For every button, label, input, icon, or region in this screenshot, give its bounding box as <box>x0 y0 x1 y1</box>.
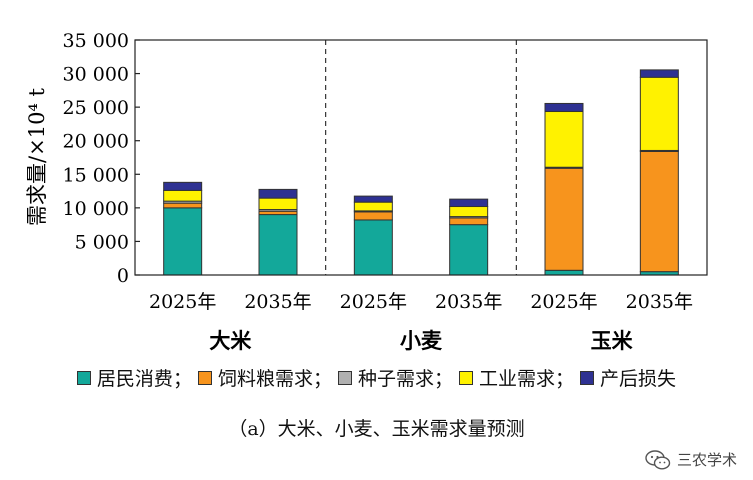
legend-separator: ； <box>172 368 192 390</box>
plot-frame <box>134 39 708 276</box>
legend-swatch <box>580 370 595 385</box>
bar-segment <box>353 201 393 212</box>
x-tick-label: 2025年 <box>340 291 407 313</box>
bar-segment <box>639 150 679 273</box>
legend-label: 种子需求 <box>357 368 434 390</box>
bar-segment <box>353 219 393 276</box>
bar-segment <box>544 102 584 113</box>
watermark-text: 三农学术 <box>676 451 737 469</box>
bar-segment <box>163 189 203 202</box>
bar-segment <box>449 217 489 226</box>
legend-item: 产后损失 <box>580 364 676 391</box>
group-label: 玉米 <box>591 328 634 353</box>
x-axis-labels: 2025年 2035年 2025年 2035年 2025年 2035年 <box>149 291 693 313</box>
bar-segment <box>449 224 489 276</box>
bar-segment <box>258 188 298 199</box>
legend-separator: ； <box>312 368 332 390</box>
bar-segment <box>544 269 584 276</box>
bar-segment <box>353 211 393 221</box>
y-axis-ticks: 0 5 000 10 000 15 000 20 000 25 000 30 000 35 0… <box>63 30 140 287</box>
y-tick-label: 5 000 <box>75 231 129 253</box>
legend-item: 居民消费； <box>76 364 198 391</box>
y-tick-label: 20 000 <box>63 131 129 153</box>
group-label: 小麦 <box>400 328 443 353</box>
wechat-icon <box>645 449 671 470</box>
bar-segment <box>258 197 298 211</box>
y-tick-label: 15 000 <box>63 164 129 186</box>
bar-segment <box>544 167 584 271</box>
y-tick-label: 25 000 <box>63 97 129 119</box>
bar-segment <box>353 195 393 203</box>
legend-swatch <box>197 370 212 385</box>
figure-caption: （a）大米、小麦、玉米需求量预测 <box>228 418 525 440</box>
y-tick-label: 0 <box>117 265 129 287</box>
legend-swatch <box>76 370 91 385</box>
legend-item: 饲料粮需求； <box>197 364 338 391</box>
bar-segment <box>639 69 679 78</box>
bar-segment <box>639 76 679 151</box>
legend-swatch <box>337 370 352 385</box>
x-tick-label: 2025年 <box>149 291 216 313</box>
y-tick-label: 30 000 <box>63 64 129 86</box>
bar-segment <box>544 111 584 168</box>
bar-segment <box>449 206 489 218</box>
legend-label: 居民消费 <box>96 368 173 390</box>
chart: 0 5 000 10 000 15 000 20 000 25 000 30 000 35 0… <box>25 30 708 353</box>
group-labels: 大米 小麦 玉米 <box>209 328 633 353</box>
legend-item: 工业需求； <box>459 364 580 391</box>
y-axis-label: 需求量/×10⁴ t <box>25 87 49 225</box>
bar-segment <box>163 207 203 276</box>
watermark: 三农学术 <box>645 449 737 470</box>
bar-segment <box>163 181 203 191</box>
legend-separator: ； <box>555 368 575 390</box>
x-tick-label: 2025年 <box>530 291 597 313</box>
legend-item: 种子需求； <box>337 364 459 391</box>
legend-label: 工业需求 <box>479 368 556 390</box>
legend-label: 饲料粮需求 <box>217 368 313 390</box>
bar-segment <box>449 198 489 208</box>
legend: 居民消费；饲料粮需求；种子需求；工业需求；产后损失 <box>0 364 753 391</box>
x-tick-label: 2035年 <box>435 291 502 313</box>
bar-segment <box>258 214 298 276</box>
y-tick-label: 10 000 <box>63 198 129 220</box>
group-label: 大米 <box>209 328 252 353</box>
bars <box>163 69 679 276</box>
legend-separator: ； <box>434 368 454 390</box>
legend-swatch <box>459 370 474 385</box>
legend-label: 产后损失 <box>600 368 677 390</box>
group-separators <box>325 40 517 275</box>
bar-segment <box>258 210 298 216</box>
bar-segment <box>163 202 203 209</box>
x-tick-label: 2035年 <box>244 291 311 313</box>
x-tick-label: 2035年 <box>626 291 693 313</box>
y-tick-label: 35 000 <box>63 30 129 52</box>
